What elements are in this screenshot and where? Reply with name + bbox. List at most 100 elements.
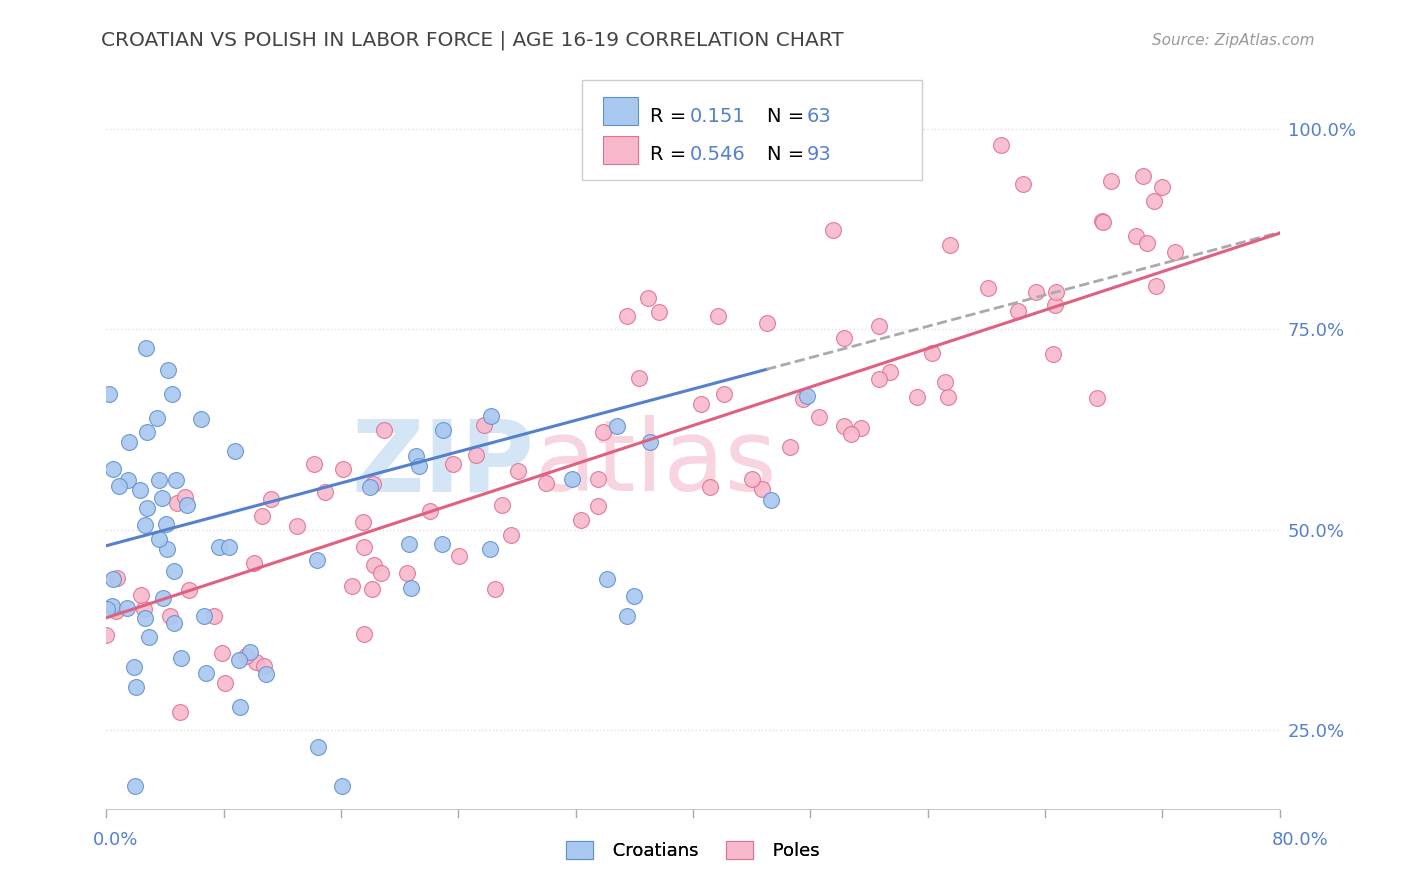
Point: [939, 237, 962, 252]
Point: [193, 608, 215, 623]
Point: [129, 588, 152, 602]
Point: [408, 459, 430, 474]
Point: [134, 517, 156, 532]
Point: [370, 566, 392, 580]
Point: [96, 628, 118, 642]
Text: R =: R =: [650, 107, 692, 126]
Point: [1125, 229, 1147, 244]
Point: [160, 387, 183, 401]
Point: [128, 483, 150, 497]
Point: [224, 444, 246, 458]
Point: [243, 556, 266, 570]
Point: [245, 655, 267, 669]
Point: [136, 425, 159, 439]
Point: [208, 540, 231, 554]
Point: [430, 536, 453, 550]
Text: N =: N =: [766, 145, 810, 163]
Point: [934, 375, 956, 389]
Point: [616, 310, 638, 324]
Point: [307, 553, 329, 567]
Point: [637, 292, 659, 306]
Point: [202, 609, 225, 624]
Text: N =: N =: [766, 107, 810, 126]
Point: [152, 591, 174, 605]
Point: [868, 372, 890, 386]
Point: [214, 676, 236, 690]
Point: [627, 371, 650, 385]
Text: 0.0%: 0.0%: [93, 831, 138, 849]
Point: [569, 513, 592, 527]
Point: [353, 540, 375, 554]
Point: [534, 476, 557, 491]
Point: [395, 566, 418, 580]
Point: [155, 516, 177, 531]
Point: [163, 615, 186, 630]
Point: [97, 386, 120, 401]
Point: [190, 412, 212, 426]
Point: [441, 457, 464, 471]
Point: [105, 571, 128, 585]
Point: [363, 558, 385, 573]
Point: [136, 501, 159, 516]
Point: [177, 583, 200, 598]
Point: [1144, 279, 1167, 293]
Point: [359, 480, 381, 494]
Point: [307, 740, 329, 755]
Point: [779, 440, 801, 454]
FancyBboxPatch shape: [603, 96, 638, 125]
Point: [332, 462, 354, 476]
Point: [125, 680, 148, 694]
FancyBboxPatch shape: [603, 136, 638, 163]
Point: [156, 363, 179, 377]
Point: [592, 425, 614, 440]
Text: ZIP: ZIP: [352, 415, 534, 512]
Point: [1091, 214, 1114, 228]
Point: [464, 448, 486, 462]
Point: [432, 423, 454, 437]
Legend:  Croatians,  Poles: Croatians, Poles: [558, 834, 827, 867]
Point: [491, 498, 513, 512]
Point: [1164, 245, 1187, 260]
Point: [1042, 346, 1064, 360]
Point: [499, 527, 522, 541]
Point: [506, 464, 529, 478]
Point: [759, 493, 782, 508]
Point: [1011, 177, 1033, 191]
Point: [218, 540, 240, 554]
Point: [879, 365, 901, 379]
Point: [792, 392, 814, 406]
Point: [117, 473, 139, 487]
Point: [638, 434, 661, 449]
Point: [447, 549, 470, 563]
Point: [606, 418, 628, 433]
Text: 93: 93: [807, 145, 831, 163]
Point: [228, 653, 250, 667]
Point: [150, 491, 173, 505]
Point: [977, 280, 1000, 294]
Point: [104, 604, 127, 618]
Point: [148, 532, 170, 546]
Point: [596, 572, 619, 586]
Point: [419, 504, 441, 518]
Point: [134, 601, 156, 615]
Point: [479, 409, 502, 423]
Point: [990, 138, 1012, 153]
Point: [138, 630, 160, 644]
Point: [472, 418, 495, 433]
Point: [936, 390, 959, 404]
Point: [169, 705, 191, 719]
Text: 0.546: 0.546: [689, 145, 745, 163]
Point: [921, 346, 943, 360]
Point: [623, 589, 645, 603]
Point: [360, 582, 382, 597]
Point: [103, 461, 125, 475]
Text: CROATIAN VS POLISH IN LABOR FORCE | AGE 16-19 CORRELATION CHART: CROATIAN VS POLISH IN LABOR FORCE | AGE …: [101, 30, 844, 50]
Point: [751, 482, 773, 496]
Point: [159, 609, 181, 624]
Text: 80.0%: 80.0%: [1272, 831, 1329, 849]
Point: [741, 472, 763, 486]
Point: [96, 602, 118, 616]
Point: [353, 627, 375, 641]
Point: [1045, 285, 1067, 299]
Point: [285, 518, 308, 533]
